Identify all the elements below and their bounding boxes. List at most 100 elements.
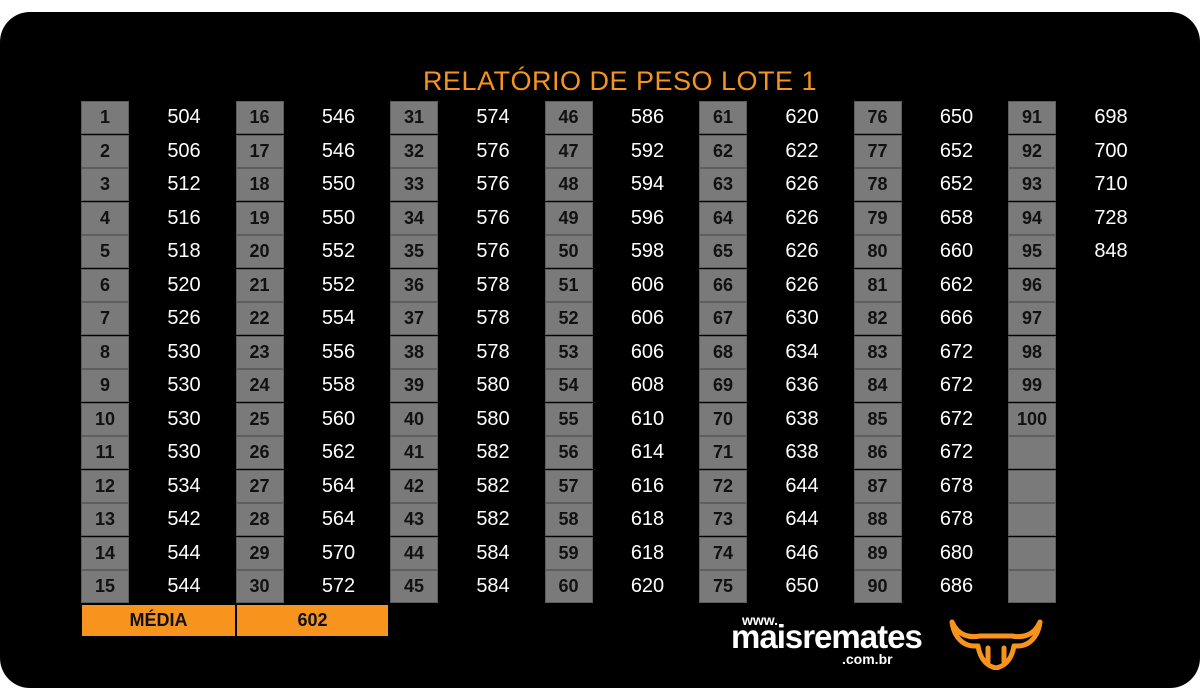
weight-value: 558 [321, 374, 356, 396]
weight-value: 546 [321, 139, 356, 162]
weight-value: 534 [167, 474, 201, 497]
animal-number: 71 [699, 436, 747, 469]
page-title: RELATÓRIO DE PESO LOTE 1 [422, 66, 818, 96]
weight-value: 652 [939, 139, 974, 162]
weight-value: 626 [785, 273, 819, 296]
weight-value: 530 [167, 407, 201, 430]
weight-value: 530 [167, 441, 201, 463]
animal-number: 57 [544, 469, 593, 503]
animal-number: 81 [853, 268, 902, 302]
animal-number: 21 [235, 268, 284, 302]
animal-number: 82 [853, 302, 902, 335]
animal-number: 69 [699, 369, 747, 402]
animal-number: 46 [544, 101, 593, 134]
weight-value: 584 [476, 541, 510, 564]
animal-number: 4 [81, 201, 129, 235]
animal-number: 83 [853, 335, 902, 369]
weight-value: 546 [321, 106, 356, 128]
weight-value: 626 [785, 206, 819, 229]
animal-number: 65 [699, 235, 747, 268]
animal-number: 94 [1008, 201, 1056, 235]
weight-value: 662 [939, 273, 974, 296]
animal-number: 43 [390, 503, 438, 536]
weight-value: 686 [939, 575, 974, 597]
weight-value: 672 [939, 340, 974, 363]
weight-value: 542 [167, 508, 201, 530]
animal-number: 6 [81, 268, 129, 302]
animal-number: 7 [81, 302, 129, 335]
animal-number: 68 [699, 335, 747, 369]
weight-value: 582 [476, 508, 510, 530]
media-label: MÉDIA [82, 605, 235, 636]
animal-number: 70 [699, 402, 747, 436]
animal-number: 56 [544, 436, 593, 469]
animal-number: 47 [544, 134, 593, 168]
weight-value: 578 [476, 340, 510, 363]
animal-number: 34 [390, 201, 438, 235]
logo-www: www. [742, 612, 779, 628]
animal-number: 42 [390, 469, 438, 503]
animal-number: 32 [390, 134, 438, 168]
weight-value: 576 [476, 240, 510, 262]
weight-value: 620 [785, 106, 819, 128]
weight-value: 606 [630, 307, 665, 329]
weight-value: 592 [630, 139, 665, 162]
animal-number: 80 [853, 235, 902, 268]
animal-number: 18 [235, 168, 284, 201]
animal-number: 74 [699, 536, 747, 570]
weight-value: 552 [321, 240, 356, 262]
animal-number: 66 [699, 268, 747, 302]
animal-number [1008, 536, 1056, 570]
weight-value: 564 [321, 474, 356, 497]
animal-number: 15 [81, 570, 129, 603]
animal-number: 79 [853, 201, 902, 235]
animal-number: 30 [235, 570, 284, 603]
weight-value: 622 [785, 139, 819, 162]
weight-value: 650 [785, 575, 819, 597]
weight-value: 626 [785, 240, 819, 262]
weight-value: 570 [321, 541, 356, 564]
animal-number: 5 [81, 235, 129, 268]
weight-value: 550 [321, 206, 356, 229]
weight-value: 630 [785, 307, 819, 329]
animal-number: 24 [235, 369, 284, 402]
weight-value: 644 [785, 508, 819, 530]
weight-value: 608 [630, 374, 665, 396]
bull-head-icon [949, 619, 1043, 670]
animal-number: 23 [235, 335, 284, 369]
weight-value: 620 [630, 575, 665, 597]
animal-number: 59 [544, 536, 593, 570]
weight-value: 848 [1094, 240, 1128, 262]
weight-value: 582 [476, 474, 510, 497]
animal-number: 45 [390, 570, 438, 603]
animal-number: 50 [544, 235, 593, 268]
weight-value: 626 [785, 173, 819, 195]
animal-number: 49 [544, 201, 593, 235]
weight-value: 530 [167, 374, 201, 396]
animal-number: 20 [235, 235, 284, 268]
media-value: 602 [237, 605, 388, 636]
weight-value: 698 [1094, 106, 1128, 128]
animal-number: 96 [1008, 268, 1056, 302]
animal-number: 25 [235, 402, 284, 436]
weight-value: 678 [939, 508, 974, 530]
animal-number: 85 [853, 402, 902, 436]
animal-number: 44 [390, 536, 438, 570]
weight-value: 576 [476, 206, 510, 229]
weight-value: 606 [630, 273, 665, 296]
weight-value: 556 [321, 340, 356, 363]
weight-value: 576 [476, 173, 510, 195]
weight-value: 658 [939, 206, 974, 229]
logo-domain: .com.br [842, 651, 893, 667]
animal-number: 98 [1008, 335, 1056, 369]
weight-value: 518 [167, 240, 201, 262]
animal-number: 39 [390, 369, 438, 402]
animal-number: 27 [235, 469, 284, 503]
weight-value: 650 [939, 106, 974, 128]
animal-number: 31 [390, 101, 438, 134]
animal-number: 84 [853, 369, 902, 402]
logo-brand: maisremates [731, 618, 923, 655]
weight-value: 638 [785, 441, 819, 463]
animal-number: 52 [544, 302, 593, 335]
weight-value: 672 [939, 374, 974, 396]
